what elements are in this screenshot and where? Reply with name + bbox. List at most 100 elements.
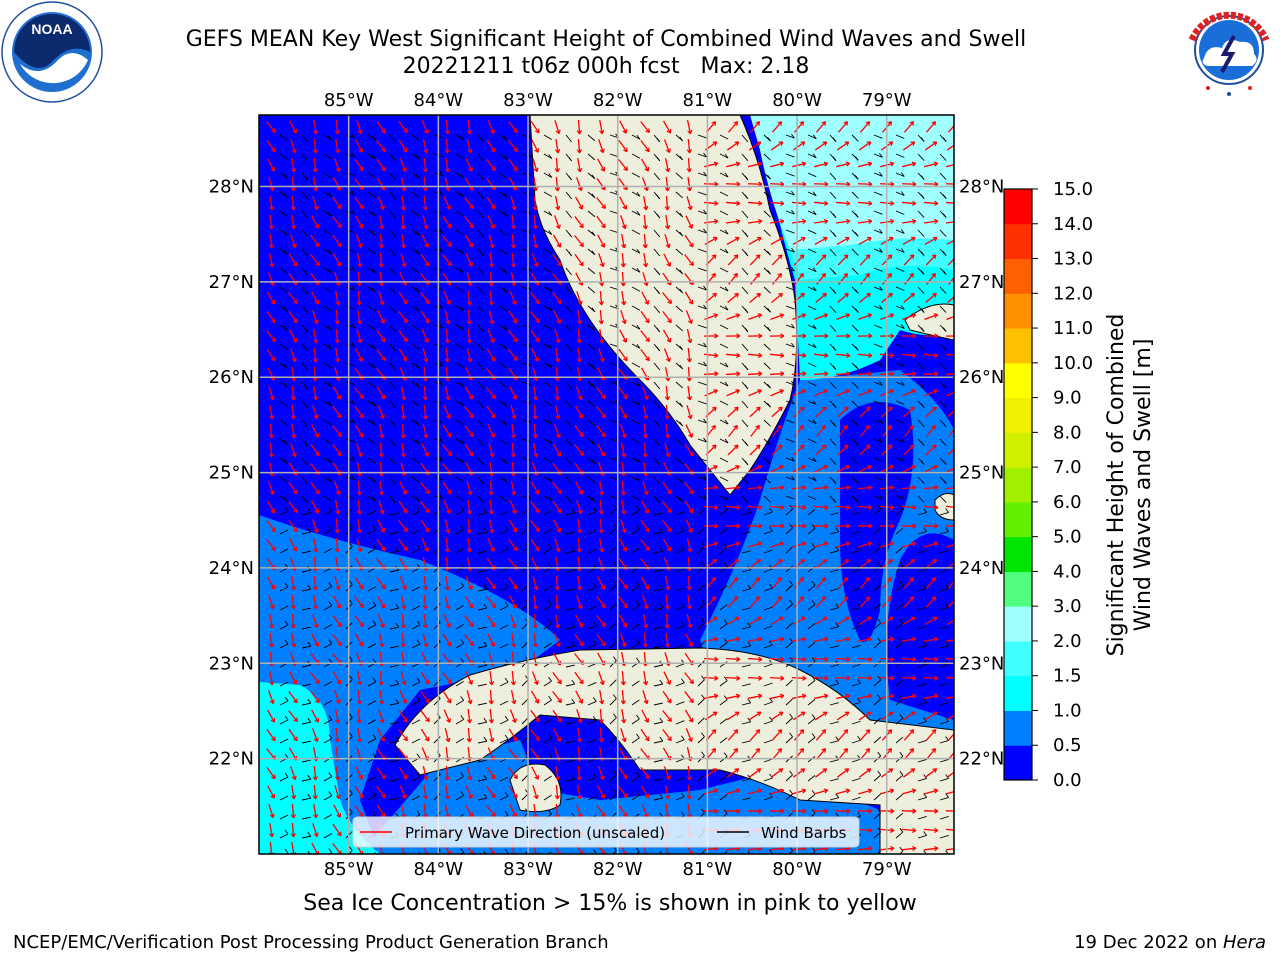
wind-barb-flag (480, 346, 484, 352)
wind-barb-flag (460, 506, 465, 511)
wind-barb (477, 721, 487, 725)
wave-arrowhead (623, 394, 628, 400)
wave-arrowhead (934, 523, 939, 529)
wind-barb-flag (877, 542, 882, 548)
wind-barb-flag (879, 438, 883, 443)
wind-barb (675, 587, 685, 592)
wave-arrow (814, 389, 828, 397)
wind-barb (697, 305, 707, 310)
wind-barb (873, 679, 882, 687)
wave-arrowhead (735, 236, 740, 242)
wave-arrowhead (357, 262, 363, 268)
wave-arrow (792, 389, 806, 397)
wind-barb (873, 438, 883, 443)
wind-barb-flag (395, 736, 400, 742)
wave-arrowhead (401, 262, 407, 268)
wave-arrow (530, 500, 540, 514)
wind-barb (807, 775, 816, 782)
wave-arrowhead (576, 548, 582, 553)
wind-barb-flag (920, 403, 925, 408)
wave-arrowhead (620, 681, 626, 686)
wave-arrowhead (290, 833, 296, 838)
wave-arrow (835, 353, 851, 357)
wind-barb-flag (348, 789, 353, 794)
wave-arrowhead (533, 680, 539, 686)
wave-arrowhead (467, 357, 473, 363)
wave-arrow (640, 766, 650, 780)
wave-arrow (445, 138, 449, 154)
wave-arrow (640, 139, 650, 153)
wave-arrowhead (313, 832, 319, 838)
wave-arrowhead (335, 794, 341, 800)
wave-arrow (618, 804, 628, 818)
wave-arrowhead (865, 729, 871, 734)
wind-barb (697, 210, 707, 215)
wind-barb-flag (395, 679, 400, 685)
wave-arrowhead (512, 584, 518, 590)
wave-arrow (577, 784, 581, 800)
wind-barb-flag (395, 603, 400, 609)
wave-arrow (747, 372, 763, 376)
wave-arrowhead (269, 205, 275, 211)
wind-barb (785, 457, 795, 462)
wave-arrow (703, 220, 719, 224)
wave-arrowhead (422, 205, 429, 211)
lon-label-top-0: 85°W (324, 90, 374, 111)
wave-arrow (769, 847, 785, 851)
wave-arrow (946, 619, 954, 626)
wind-barb (917, 759, 927, 763)
noaa-logo-text: NOAA (31, 21, 72, 37)
wind-barb-flag (724, 229, 729, 235)
wave-arrowhead (778, 768, 784, 773)
wave-arrowhead (268, 244, 274, 249)
wind-barb (455, 324, 464, 331)
wave-arrow (813, 353, 829, 357)
wave-arrowhead (578, 699, 584, 704)
wave-arrow (792, 465, 806, 473)
wind-barb (940, 854, 949, 857)
wave-arrow (792, 616, 806, 626)
wind-barb (851, 606, 861, 611)
wind-barb (455, 286, 464, 293)
wind-barb (962, 737, 969, 743)
wave-arrow (835, 183, 851, 185)
wave-arrow (421, 329, 429, 343)
wave-arrow (555, 138, 559, 154)
wind-barb-flag (548, 287, 553, 292)
wind-barb-flag (723, 752, 728, 757)
wave-arrow (901, 638, 917, 642)
wave-arrowhead (801, 389, 806, 394)
wave-arrowhead (865, 121, 871, 126)
wave-arrowhead (822, 559, 828, 564)
wave-arrow (726, 465, 740, 473)
wind-barb (741, 343, 749, 352)
wind-barb (521, 565, 529, 573)
wind-barb (565, 759, 575, 763)
wind-barb (829, 702, 839, 706)
wave-arrow (769, 638, 785, 642)
wind-barb (587, 625, 597, 630)
wind-barb (876, 850, 882, 854)
wind-barb-flag (503, 212, 508, 217)
wind-barb-flag (636, 191, 641, 197)
wave-arrow (553, 310, 561, 324)
wave-arrow (640, 367, 650, 381)
wave-arrowhead (292, 547, 298, 552)
wave-arrowhead (291, 585, 297, 591)
wind-barb (851, 191, 859, 199)
wave-arrow (857, 201, 873, 205)
wind-barb (455, 229, 464, 236)
wave-arrowhead (490, 129, 495, 134)
wave-arrow (357, 480, 361, 496)
wave-arrow (749, 121, 761, 133)
wind-barb-flag (769, 640, 773, 646)
wave-arrow (509, 500, 517, 514)
wind-barb (939, 721, 949, 725)
wave-arrow (377, 196, 385, 210)
wind-barb (521, 641, 529, 649)
wave-arrow (555, 784, 559, 800)
wave-arrowhead (557, 717, 562, 723)
wave-arrow (552, 482, 562, 494)
wave-arrow (641, 709, 649, 723)
wave-arrowhead (554, 605, 560, 610)
